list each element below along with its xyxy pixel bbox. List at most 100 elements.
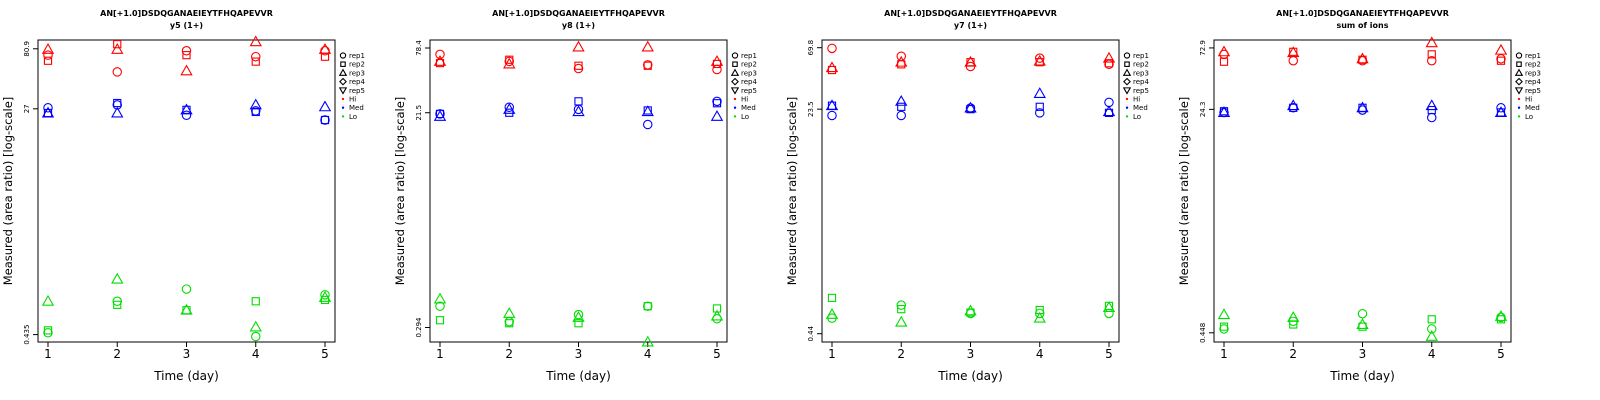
data-point-hi-rep3: [1494, 43, 1508, 55]
data-point-lo-rep1: [320, 290, 330, 300]
data-point-hi-rep2: [1496, 56, 1506, 65]
data-point-hi-rep2: [1427, 50, 1436, 59]
plot-frame: [821, 39, 1120, 343]
data-point-hi-rep1: [573, 63, 584, 74]
legend-label-rep4: rep4: [349, 78, 365, 86]
y-tick-label: 21.5: [415, 105, 423, 121]
data-point-med-rep1: [320, 115, 330, 125]
data-point-hi-rep3: [895, 55, 908, 67]
data-point-lo-rep3: [111, 272, 124, 284]
data-point-med-rep3: [41, 106, 55, 118]
data-point-lo-rep2: [643, 302, 652, 311]
x-tick-label: 5: [321, 347, 329, 361]
x-tick-label: 5: [713, 347, 721, 361]
legend-label-rep5: rep5: [1133, 87, 1149, 95]
data-point-med-rep3: [895, 94, 908, 106]
legend-marker-med: [733, 106, 737, 109]
x-tick-label: 1: [436, 347, 444, 361]
chart-subtitle: y7 (1+): [954, 21, 987, 30]
x-tick-label: 4: [1428, 347, 1436, 361]
legend-label-med: Med: [1525, 104, 1540, 112]
legend-marker-lo: [1125, 115, 1129, 118]
data-point-hi-rep1: [1035, 53, 1045, 63]
data-point-hi-rep3: [710, 55, 724, 66]
data-point-med-rep3: [964, 101, 977, 113]
data-point-lo-rep2: [1358, 322, 1367, 331]
data-point-lo-rep2: [113, 300, 122, 309]
data-point-lo-rep1: [435, 301, 445, 311]
x-axis-label: Time (day): [1329, 369, 1395, 383]
data-point-lo-rep1: [1035, 308, 1045, 319]
data-point-med-rep3: [249, 98, 262, 110]
y-tick-label: 69.8: [807, 40, 815, 56]
data-point-med-rep2: [712, 99, 722, 108]
data-point-hi-rep3: [41, 43, 55, 54]
data-point-lo-rep3: [41, 294, 55, 306]
legend-marker-rep5: [730, 87, 740, 95]
data-point-med-rep1: [896, 110, 906, 121]
data-point-lo-rep1: [573, 309, 584, 320]
data-point-med-rep3: [710, 109, 724, 121]
legend-label-rep3: rep3: [1133, 69, 1149, 77]
legend-marker-rep1: [731, 52, 739, 59]
legend-marker-lo: [1517, 115, 1521, 118]
data-point-lo-rep1: [1357, 308, 1368, 319]
y-axis-label: Measured (area ratio) [log-scale]: [1177, 97, 1191, 286]
data-point-lo-rep3: [710, 309, 724, 321]
x-tick-label: 5: [1497, 347, 1505, 361]
data-point-hi-rep2: [827, 65, 837, 75]
legend-marker-rep4: [1123, 77, 1131, 86]
data-point-med-rep2: [320, 115, 330, 125]
legend-marker-rep2: [1516, 61, 1522, 67]
data-point-lo-rep1: [251, 331, 261, 342]
data-point-med-rep3: [503, 103, 516, 114]
x-tick-label: 1: [828, 347, 836, 361]
data-point-hi-rep2: [712, 59, 722, 69]
chart-title: AN[+1.0]DSDQGANAEIEYTFHQAPEVVR: [492, 9, 665, 18]
data-point-hi-rep3: [433, 55, 447, 66]
data-point-hi-rep1: [1427, 55, 1437, 66]
data-point-lo-rep1: [1219, 324, 1229, 334]
legend-label-med: Med: [349, 104, 364, 112]
legend-label-rep1: rep1: [741, 52, 757, 60]
data-point-med-rep1: [181, 110, 192, 121]
data-point-med-rep2: [574, 97, 583, 106]
data-point-lo-rep3: [895, 315, 908, 327]
legend-label-lo: Lo: [741, 113, 749, 121]
chart-title: AN[+1.0]DSDQGANAEIEYTFHQAPEVVR: [100, 9, 273, 18]
data-point-hi-rep2: [574, 61, 583, 70]
legend-label-rep4: rep4: [1525, 78, 1541, 86]
data-point-lo-rep2: [827, 293, 837, 303]
legend-label-lo: Lo: [349, 113, 357, 121]
x-tick-label: 4: [644, 347, 652, 361]
y-tick-label: 0.448: [1199, 323, 1207, 343]
data-point-lo-rep3: [641, 335, 654, 347]
data-point-lo-rep2: [505, 319, 514, 328]
data-point-med-rep1: [435, 109, 445, 119]
legend-label-hi: Hi: [349, 96, 356, 104]
legend-label-rep5: rep5: [1525, 87, 1541, 95]
data-point-lo-rep3: [249, 320, 262, 332]
y-axis-label: Measured (area ratio) [log-scale]: [785, 97, 799, 286]
legend-marker-rep2: [732, 61, 738, 67]
data-point-med-rep3: [1494, 106, 1508, 117]
legend-marker-rep5: [1514, 87, 1524, 95]
y-axis-label: Measured (area ratio) [log-scale]: [1, 97, 15, 286]
x-tick-label: 3: [575, 347, 583, 361]
x-axis-label: Time (day): [937, 369, 1003, 383]
legend-marker-rep5: [338, 87, 348, 95]
data-point-med-rep3: [180, 103, 193, 115]
data-point-med-rep3: [1287, 99, 1300, 111]
data-point-hi-rep1: [1288, 55, 1299, 66]
x-tick-label: 2: [113, 347, 121, 361]
legend-label-hi: Hi: [741, 96, 748, 104]
y-tick-label: 80.9: [23, 41, 31, 57]
legend-marker-rep3: [338, 68, 348, 76]
y-tick-label: 0.294: [415, 317, 423, 338]
data-point-hi-rep2: [643, 61, 652, 70]
legend-label-rep1: rep1: [1133, 52, 1149, 60]
